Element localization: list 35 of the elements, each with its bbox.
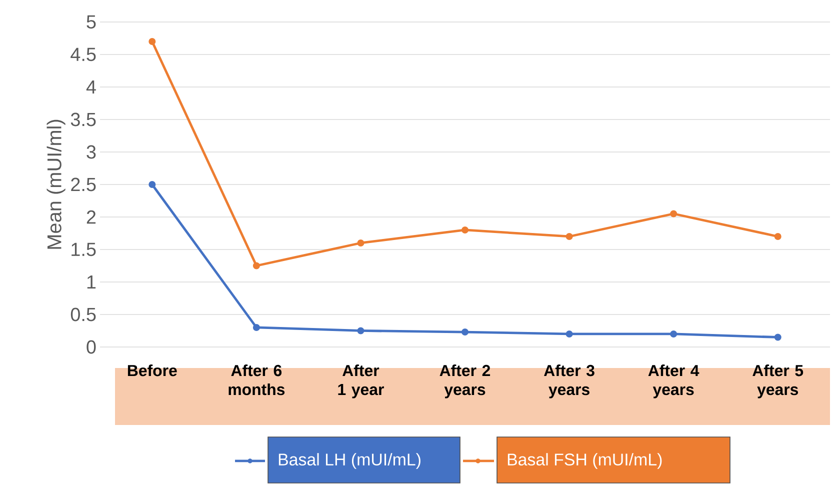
x-tick-label: After 5 years: [752, 364, 804, 398]
x-tick-label: After 2 years: [440, 364, 490, 398]
y-tick-label: 2.5: [71, 178, 96, 192]
point: [566, 330, 573, 338]
x-tick-label: After 4 years: [648, 364, 700, 398]
y-tick-label: 0: [86, 340, 96, 354]
point: [148, 38, 156, 45]
y-tick-label: 2: [86, 210, 96, 224]
point: [462, 328, 469, 336]
point: [357, 239, 364, 246]
y-axis-title: Mean (mUI/ml): [46, 120, 66, 249]
point: [462, 226, 469, 234]
y-tick-label: 1: [87, 275, 96, 288]
legend-label: Basal FSH (mUI/mL): [508, 453, 662, 469]
x-tick-label: Before: [128, 364, 177, 376]
point: [148, 180, 156, 188]
point: [252, 324, 260, 331]
y-tick-label: 3.5: [70, 112, 96, 126]
point: [670, 210, 678, 218]
x-tick-label: After 1 year: [338, 364, 384, 398]
point: [774, 334, 782, 341]
y-tick-label: 3: [86, 145, 96, 159]
y-tick-label: 4: [86, 80, 96, 94]
x-tick-label: After 6 months: [228, 364, 285, 396]
point: [670, 330, 678, 338]
y-tick-label: 5: [86, 15, 96, 29]
point: [357, 327, 364, 334]
x-tick-label: After 3 years: [544, 364, 594, 398]
point: [566, 232, 573, 240]
legend-label: Basal LH (mUI/mL): [278, 453, 420, 469]
y-tick-label: 0.5: [70, 308, 96, 322]
y-tick-label: 1.5: [72, 242, 96, 256]
point: [774, 232, 782, 240]
y-tick-label: 4.5: [70, 48, 96, 62]
point: [252, 262, 260, 270]
